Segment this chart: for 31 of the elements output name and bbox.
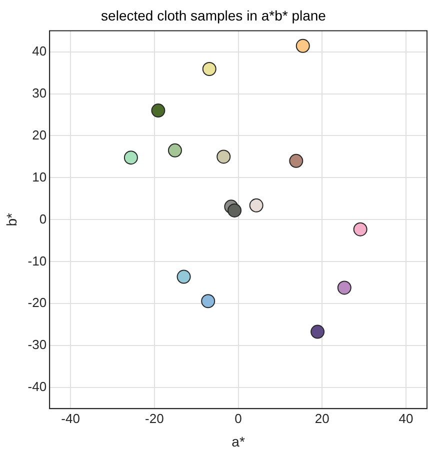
x-axis-title: a* bbox=[232, 433, 246, 450]
x-tick-label: -40 bbox=[61, 410, 80, 426]
point bbox=[296, 38, 310, 53]
y-tick-label: 30 bbox=[32, 85, 47, 100]
point bbox=[289, 154, 304, 168]
y-tick-label: 40 bbox=[32, 43, 47, 58]
point bbox=[353, 222, 368, 236]
chart-title: selected cloth samples in a*b* plane bbox=[101, 7, 326, 24]
y-tick-label: -30 bbox=[28, 337, 47, 352]
x-tick-label: -20 bbox=[145, 410, 164, 426]
x-tick-label: 20 bbox=[314, 410, 330, 426]
point bbox=[176, 270, 191, 284]
point bbox=[151, 104, 166, 118]
point bbox=[201, 294, 216, 308]
y-tick-label: 0 bbox=[39, 211, 47, 226]
x-tick-label: 40 bbox=[398, 410, 414, 426]
y-tick-label: -20 bbox=[28, 295, 47, 310]
point bbox=[228, 203, 242, 218]
x-tick-label: 0 bbox=[234, 410, 242, 426]
point bbox=[216, 150, 231, 164]
point bbox=[249, 198, 264, 212]
y-tick-label: 20 bbox=[32, 127, 47, 142]
point bbox=[310, 324, 325, 339]
point bbox=[202, 62, 216, 76]
y-axis-title: b* bbox=[3, 212, 20, 226]
y-tick-label: 10 bbox=[32, 169, 47, 184]
y-tick-label: -10 bbox=[28, 253, 47, 268]
point bbox=[124, 150, 138, 165]
y-tick-label: -40 bbox=[28, 379, 47, 394]
point bbox=[337, 280, 352, 295]
point bbox=[168, 143, 182, 158]
